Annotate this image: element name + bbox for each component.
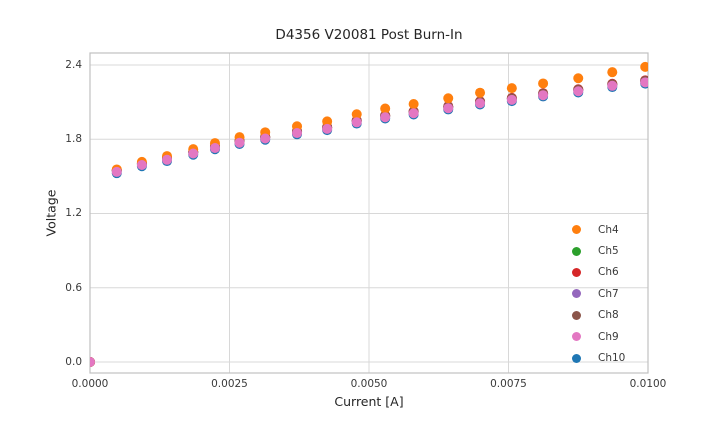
legend-marker-icon (572, 267, 581, 277)
legend-label: Ch4 (598, 223, 619, 236)
x-tick-label: 0.0000 (71, 378, 109, 390)
x-tick-label: 0.0025 (211, 378, 248, 390)
legend-label: Ch6 (598, 266, 619, 279)
y-axis-title: Voltage (43, 189, 59, 237)
legend-item-ch8: Ch8 (572, 305, 625, 326)
legend-marker-icon (572, 353, 581, 363)
y-tick-label: 0.6 (65, 281, 82, 294)
series-ch7 (90, 76, 648, 367)
legend-item-ch5: Ch5 (572, 240, 625, 261)
legend-marker-icon (572, 310, 581, 320)
y-tick-label: 2.4 (65, 59, 82, 71)
plot-frame (89, 52, 649, 374)
legend-label: Ch7 (598, 287, 619, 300)
legend-label: Ch8 (598, 309, 619, 322)
legend-label: Ch5 (598, 245, 619, 258)
series-ch6 (90, 75, 648, 367)
legend: Ch4 Ch5 Ch6 Ch7 Ch8 Ch9 Ch10 (572, 219, 625, 369)
legend-marker-icon (572, 289, 581, 299)
scatter-points (90, 61, 648, 367)
legend-item-ch10: Ch10 (572, 347, 625, 368)
series-ch4 (90, 61, 648, 367)
legend-item-ch4: Ch4 (572, 219, 625, 240)
y-tick-label: 1.8 (65, 133, 82, 146)
legend-item-ch7: Ch7 (572, 283, 625, 304)
series-ch9 (90, 77, 648, 367)
series-ch10 (90, 78, 648, 367)
gridlines (89, 53, 649, 373)
x-tick-label: 0.0100 (629, 378, 667, 390)
x-tick-label: 0.0050 (350, 378, 388, 390)
x-tick-label: 0.0075 (490, 378, 527, 390)
legend-label: Ch9 (598, 330, 619, 343)
legend-marker-icon (572, 332, 581, 342)
y-tick-label: 0.0 (65, 355, 82, 368)
series-ch8 (90, 75, 648, 367)
legend-marker-icon (572, 246, 581, 256)
legend-marker-icon (572, 225, 581, 235)
legend-item-ch9: Ch9 (572, 326, 625, 347)
y-tick-label: 1.2 (65, 207, 82, 220)
series-ch5 (90, 76, 648, 367)
legend-item-ch6: Ch6 (572, 262, 625, 283)
chart-title: D4356 V20081 Post Burn-In (275, 27, 463, 43)
legend-label: Ch10 (598, 352, 626, 365)
x-axis-title: Current [A] (334, 394, 404, 409)
